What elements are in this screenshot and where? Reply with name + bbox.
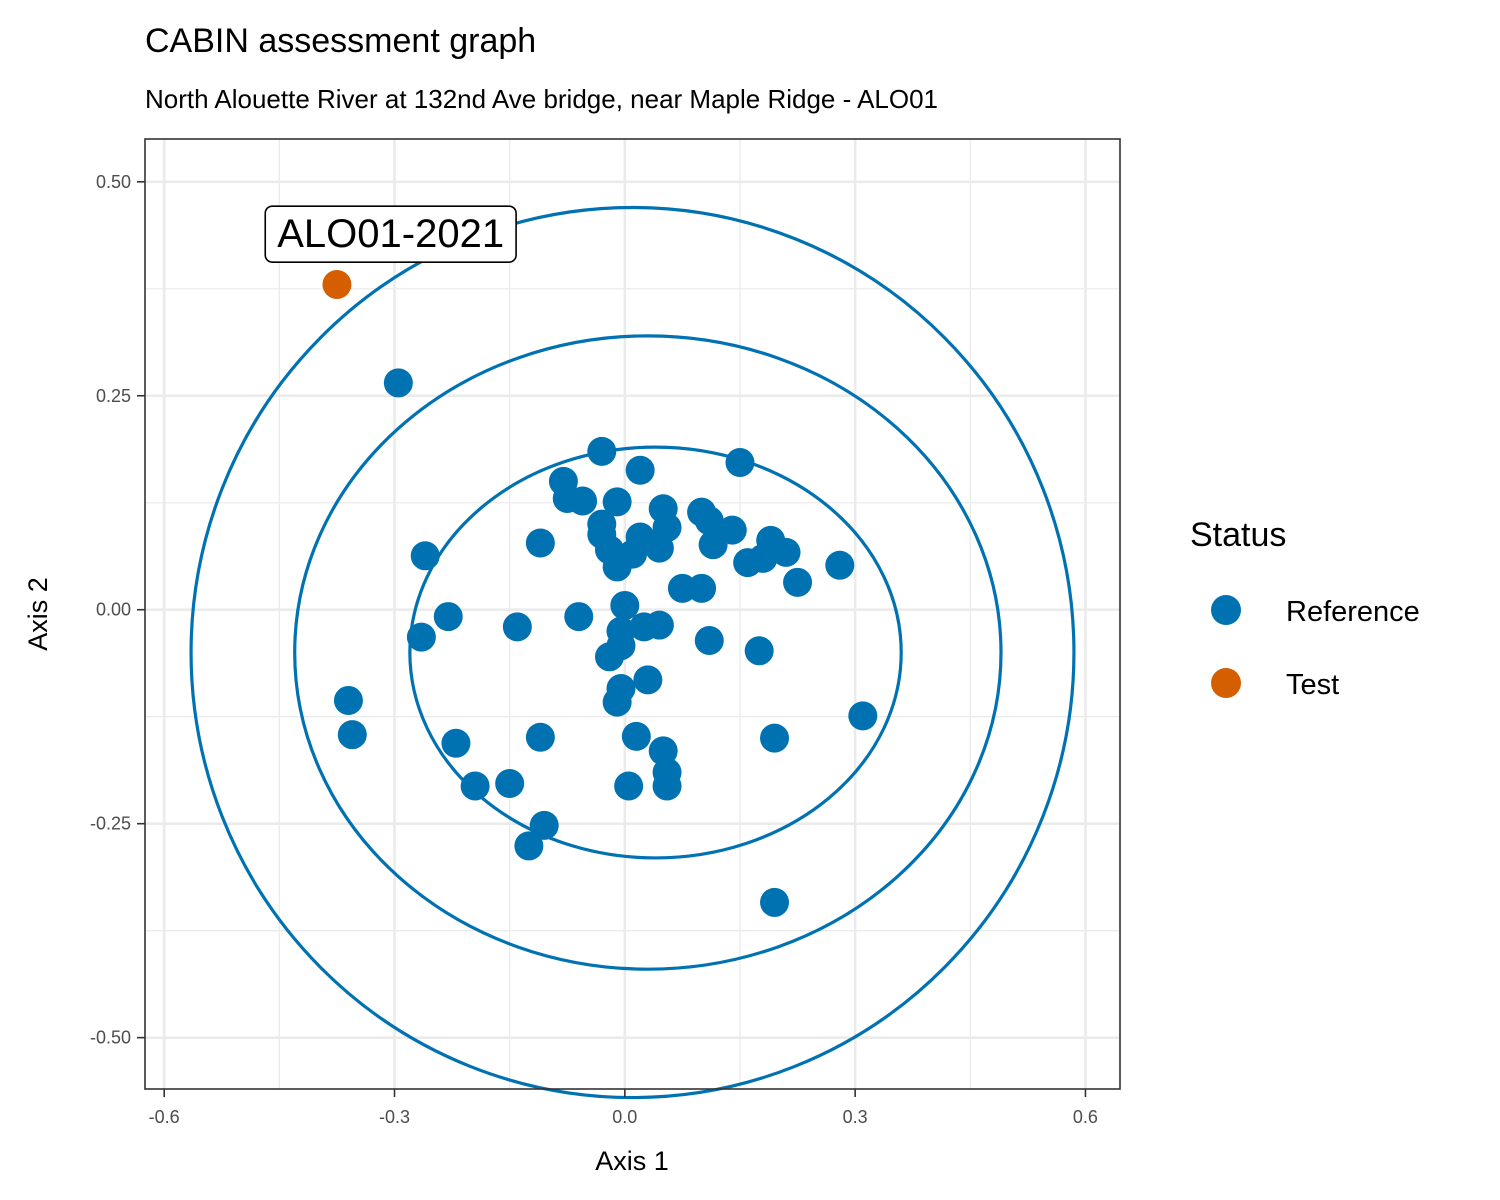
point-reference — [783, 567, 813, 597]
chart-subtitle: North Alouette River at 132nd Ave bridge… — [145, 84, 938, 114]
y-tick-label: 0.50 — [96, 172, 131, 192]
point-reference — [333, 685, 363, 715]
point-reference — [694, 506, 724, 536]
x-axis-ticks: -0.6 -0.3 0.0 0.3 0.6 — [149, 1089, 1098, 1127]
point-reference — [564, 602, 594, 632]
point-reference — [441, 728, 471, 758]
x-tick-label: -0.6 — [149, 1107, 180, 1127]
point-reference — [760, 887, 790, 917]
point-reference — [633, 665, 663, 695]
point-reference — [629, 612, 659, 642]
point-reference — [594, 642, 624, 672]
legend-title: Status — [1190, 516, 1286, 554]
point-reference — [725, 448, 755, 478]
point-reference — [460, 771, 490, 801]
legend-label-test: Test — [1286, 669, 1339, 701]
annotation-label: ALO01-2021 — [264, 205, 517, 263]
point-reference — [610, 590, 640, 620]
point-reference — [602, 487, 632, 517]
point-reference — [383, 368, 413, 398]
point-reference — [760, 723, 790, 753]
point-reference — [614, 771, 644, 801]
points — [322, 269, 878, 917]
point-reference — [410, 541, 440, 571]
point-reference — [525, 722, 555, 752]
point-reference — [687, 573, 717, 603]
annotations: ALO01-2021 — [264, 205, 517, 263]
point-reference — [602, 687, 632, 717]
point-reference — [529, 810, 559, 840]
y-tick-label: -0.50 — [90, 1028, 131, 1048]
point-reference — [644, 533, 674, 563]
point-reference — [733, 548, 763, 578]
point-reference — [648, 736, 678, 766]
legend-label-reference: Reference — [1286, 596, 1420, 628]
y-axis-ticks: 0.50 0.25 0.00 -0.25 -0.50 — [90, 172, 145, 1048]
point-reference — [525, 528, 555, 558]
x-tick-label: 0.6 — [1073, 1107, 1098, 1127]
point-reference — [771, 537, 801, 567]
point-reference — [502, 612, 532, 642]
x-tick-label: 0.0 — [612, 1107, 637, 1127]
point-reference — [652, 771, 682, 801]
point-reference — [848, 701, 878, 731]
point-test — [322, 269, 352, 299]
plot-panel-border — [144, 138, 1121, 1090]
point-reference — [744, 636, 774, 666]
point-reference — [587, 436, 617, 466]
x-tick-label: 0.3 — [843, 1107, 868, 1127]
point-reference — [602, 552, 632, 582]
y-tick-label: -0.25 — [90, 814, 131, 834]
point-reference — [625, 455, 655, 485]
ellipses — [189, 205, 1076, 1100]
legend: Status Reference Test — [1190, 516, 1420, 701]
chart-title: CABIN assessment graph — [145, 22, 536, 60]
legend-key-reference — [1211, 595, 1241, 625]
x-tick-label: -0.3 — [379, 1107, 410, 1127]
point-reference — [337, 720, 367, 750]
annotation-text: ALO01-2021 — [277, 212, 504, 256]
point-reference — [568, 486, 598, 516]
point-reference — [694, 626, 724, 656]
point-reference — [621, 721, 651, 751]
ellipse-middle — [293, 334, 1003, 971]
ellipse-inner — [408, 445, 903, 860]
point-reference — [825, 550, 855, 580]
ellipse-outer — [189, 205, 1076, 1100]
point-reference — [406, 622, 436, 652]
point-reference — [495, 768, 525, 798]
annotation-box — [264, 205, 517, 263]
legend-key-test — [1211, 668, 1241, 698]
y-tick-label: 0.25 — [96, 386, 131, 406]
y-tick-label: 0.00 — [96, 600, 131, 620]
point-reference — [514, 831, 544, 861]
y-axis-title: Axis 2 — [23, 577, 53, 651]
x-axis-title: Axis 1 — [595, 1146, 669, 1176]
point-reference — [698, 530, 728, 560]
point-reference — [433, 602, 463, 632]
